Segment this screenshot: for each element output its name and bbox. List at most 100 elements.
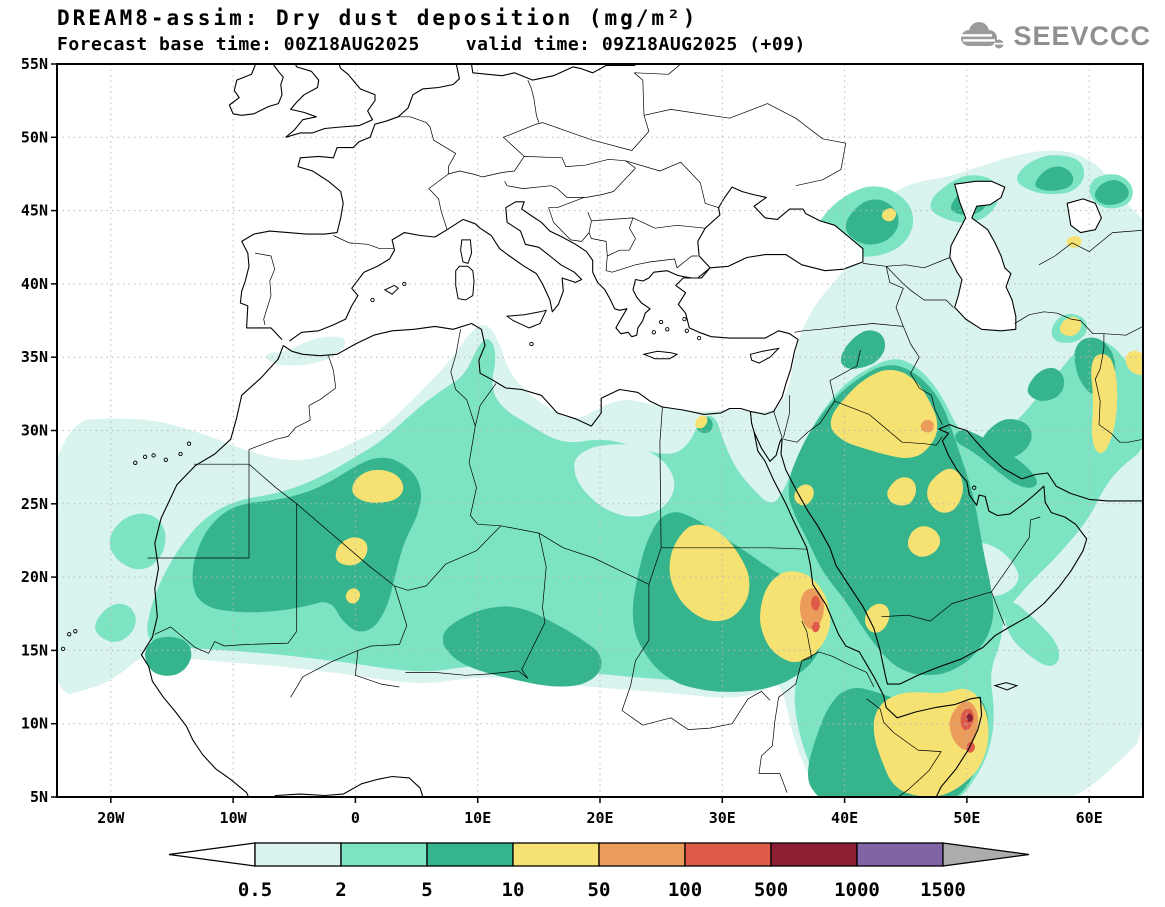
country-border (885, 266, 954, 308)
lat-tick-label: 25N (21, 495, 48, 513)
colorbar-cell (512, 842, 600, 867)
contour-region-algeria-yellow (352, 469, 404, 503)
seevccc-logo: SEEVCCC (956, 20, 1151, 52)
coastline (228, 64, 256, 115)
contour-region-kazakh-core-3 (1094, 180, 1129, 205)
valid-time: valid time: 09Z18AUG2025 (+09) (465, 34, 806, 55)
contour-region-csaudi-yellow (887, 477, 916, 506)
country-border (428, 173, 449, 230)
colorbar-cell (856, 842, 944, 867)
cloud-logo-icon (960, 22, 1005, 49)
small-island-dot (529, 341, 534, 347)
contour-region-turkmen-yellow (1060, 316, 1082, 336)
country-border (1014, 311, 1104, 335)
country-border (248, 355, 337, 465)
contour-region-senegal-core (145, 636, 192, 676)
country-border (794, 323, 904, 333)
small-island-dot (682, 316, 687, 322)
country-border (661, 547, 807, 550)
country-border (450, 329, 476, 427)
coastline (470, 64, 638, 81)
country-border (862, 257, 950, 269)
small-island-dot (665, 327, 670, 332)
lat-tick-label: 40N (21, 275, 48, 293)
colorbar-label: 10 (502, 879, 525, 901)
island-outline (993, 682, 1019, 691)
country-border (290, 650, 359, 698)
lon-tick-label: 10W (220, 809, 248, 827)
small-island-dot (60, 646, 66, 652)
small-island-dot (186, 441, 192, 446)
coastline (938, 424, 1143, 502)
small-island-dot (402, 281, 407, 287)
country-border (504, 167, 636, 198)
lat-tick-label: 15N (21, 641, 48, 659)
contour-region-eritrea-red-1 (811, 595, 820, 611)
coastline (753, 431, 983, 797)
coastline (140, 345, 284, 797)
contour-region-nwsaudi-yellow (794, 484, 814, 506)
country-border (632, 217, 706, 229)
lat-tick-label: 5N (30, 788, 48, 806)
colorbar: 0.5 2 5 10 50 100 500 1000 1500 (168, 842, 1030, 901)
coastline (285, 64, 376, 138)
colorbar-label: 5 (421, 879, 432, 901)
country-border (773, 411, 783, 438)
small-island-dot (133, 460, 138, 465)
country-border (248, 463, 297, 505)
contour-region-horn-maroon (966, 713, 973, 723)
country-border (643, 103, 847, 187)
coastline (285, 64, 320, 138)
coastline (749, 411, 755, 433)
small-island-dot (684, 328, 689, 333)
colorbar-cell (340, 842, 428, 867)
country-border (154, 503, 298, 654)
island-outline (455, 265, 475, 301)
small-island-dot (151, 453, 156, 458)
country-border (468, 383, 539, 534)
country-border (538, 532, 650, 585)
country-border (398, 116, 457, 174)
contour-region-west-sahara-core (192, 457, 421, 632)
coastline (780, 428, 1088, 685)
country-border (625, 160, 719, 209)
contour-region-sudan-yellow (669, 524, 750, 622)
lon-tick-label: 40E (831, 809, 858, 827)
logo-text: SEEVCCC (1013, 20, 1151, 51)
colorbar-label: 50 (588, 879, 611, 901)
lat-tick-label: 35N (21, 348, 48, 366)
colorbar-label: 1500 (920, 879, 966, 901)
country-border (1038, 229, 1143, 266)
colorbar-left-arrow (168, 842, 256, 867)
colorbar-label: 100 (668, 879, 702, 901)
country-border (588, 217, 636, 257)
island-outline (460, 239, 473, 265)
country-border (881, 591, 1006, 626)
country-border (642, 691, 771, 730)
small-island-dot (972, 485, 977, 490)
lon-tick-label: 0 (351, 809, 360, 827)
country-border (885, 266, 904, 327)
colorbar-label: 0.5 (238, 879, 272, 901)
sea-outline (1066, 198, 1102, 234)
country-border (521, 533, 547, 679)
contour-region-eritrea-red-2 (811, 621, 820, 633)
country-border (829, 349, 861, 402)
coastline (753, 431, 783, 462)
country-border (801, 651, 875, 688)
small-island-dot (73, 629, 78, 634)
contour-region-ssaudi-yellow (908, 526, 940, 557)
lat-tick-label: 45N (21, 202, 48, 220)
colorbar-cell (254, 842, 342, 867)
coastline (272, 775, 424, 797)
forecast-map-canvas: 55N 50N 45N 40N 35N 30N 25N 20N 15N 10N 5N 20W 10W 0 1… (21, 56, 1144, 827)
contour-region-iraq-yellow (830, 370, 938, 458)
chart-header: DREAM8-assim: Dry dust deposition (mg/m²… (0, 0, 1165, 56)
contour-region-eiran-yellow (1091, 354, 1118, 453)
lon-tick-label: 50E (953, 809, 980, 827)
country-border (357, 585, 408, 651)
small-island-dot (370, 297, 375, 303)
small-island-dot (658, 319, 664, 325)
contour-region-egypt-coast-yellow (695, 415, 708, 429)
